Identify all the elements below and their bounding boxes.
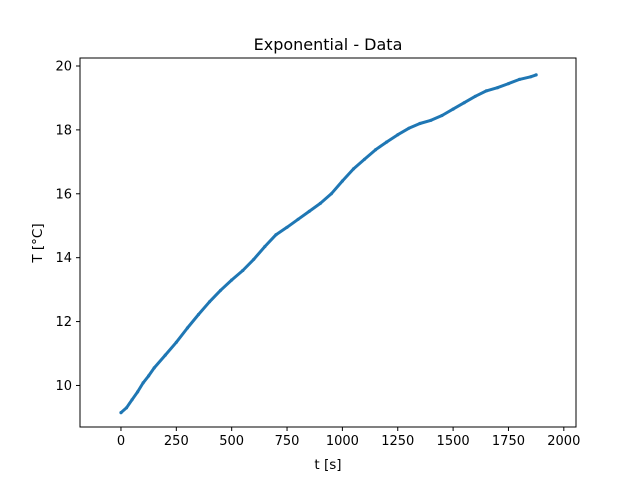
data-point [495,86,499,90]
data-point [534,73,538,77]
x-tick-label: 1750 [492,434,525,449]
x-tick-label: 0 [117,434,125,449]
data-point [307,209,311,213]
data-point [174,340,178,344]
x-axis-ticks: 0 250 500 750 1000 1250 1500 1750 2000 [117,427,580,449]
data-point [418,121,422,126]
data-point [163,353,167,357]
data-point [196,312,201,317]
data-point [141,381,145,385]
data-point [517,77,522,81]
series-line [119,73,538,415]
data-point [351,167,356,171]
data-point [296,217,300,221]
axes-frame [79,57,577,428]
data-point [119,411,123,415]
data-point [124,406,129,410]
y-tick-label: 10 [55,379,72,394]
data-point [329,192,333,196]
data-point [219,288,223,292]
y-axis-title: T [°C] [30,223,46,263]
data-point [207,300,212,304]
data-point [340,179,344,183]
x-tick-label: 1000 [326,434,359,449]
data-point [362,157,367,161]
x-tick-label: 250 [164,434,189,449]
x-tick-label: 1500 [437,434,470,449]
data-point [263,244,267,249]
y-tick-label: 12 [55,315,72,330]
data-point [274,233,278,237]
x-axis-title: t [s] [314,457,341,473]
y-tick-label: 16 [55,187,72,202]
data-point [185,326,189,330]
data-point [473,94,477,98]
data-point [385,140,389,144]
data-point [147,374,151,378]
data-point [285,225,289,229]
data-point [318,201,322,205]
y-tick-label: 14 [55,251,72,266]
data-point [230,278,234,282]
data-point [506,82,511,86]
data-point [429,118,433,122]
data-point [396,133,400,137]
data-point [529,75,533,79]
y-tick-label: 20 [55,59,72,74]
y-axis-ticks: 10 12 14 16 18 20 [55,59,80,394]
x-tick-label: 2000 [547,434,580,449]
x-tick-label: 500 [219,434,244,449]
data-series [119,73,538,415]
data-point [152,366,156,370]
x-tick-label: 750 [275,434,300,449]
data-point [136,390,140,394]
plot-area: 0 250 500 750 1000 1250 1500 1750 2000 101214161… [55,57,580,449]
data-point [451,107,455,111]
data-point [241,268,245,273]
data-point [130,398,134,402]
chart-title: Exponential - Data [254,35,403,54]
y-tick-label: 18 [55,123,72,138]
data-point [440,113,444,118]
data-point [374,148,378,152]
data-point [252,257,256,261]
x-tick-label: 1250 [381,434,414,449]
data-point [407,126,411,130]
data-point [484,89,488,93]
data-point [462,101,466,105]
